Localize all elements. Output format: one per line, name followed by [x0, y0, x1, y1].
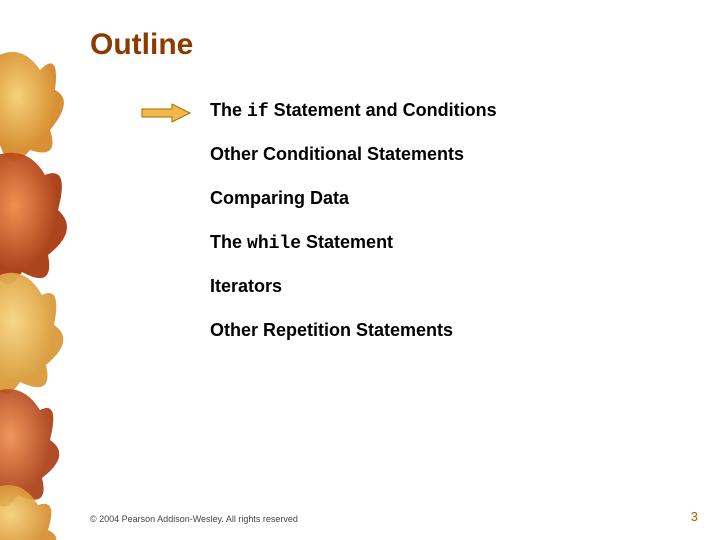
outline-item-prefix: Other Repetition Statements: [210, 320, 453, 340]
outline-item-prefix: Iterators: [210, 276, 282, 296]
outline-item: Other Conditional Statements: [210, 144, 650, 166]
outline-item-prefix: Other Conditional Statements: [210, 144, 464, 164]
outline-item: The if Statement and Conditions: [210, 100, 650, 122]
outline-item: Comparing Data: [210, 188, 650, 210]
outline-list: The if Statement and Conditions Other Co…: [210, 100, 650, 364]
page-number: 3: [691, 509, 698, 524]
outline-item-suffix: Statement: [301, 232, 393, 252]
current-arrow-icon: [140, 103, 192, 123]
outline-item-code: while: [247, 234, 301, 254]
outline-item: The while Statement: [210, 232, 650, 254]
outline-item-prefix: The: [210, 232, 247, 252]
outline-item-suffix: Statement and Conditions: [269, 100, 497, 120]
outline-item-prefix: Comparing Data: [210, 188, 349, 208]
outline-item-code: if: [247, 102, 269, 122]
outline-item: Other Repetition Statements: [210, 320, 650, 342]
copyright-footer: © 2004 Pearson Addison-Wesley. All right…: [90, 514, 298, 524]
outline-item-prefix: The: [210, 100, 247, 120]
leaf-decoration: [0, 0, 90, 540]
slide-title: Outline: [90, 28, 193, 62]
outline-item: Iterators: [210, 276, 650, 298]
